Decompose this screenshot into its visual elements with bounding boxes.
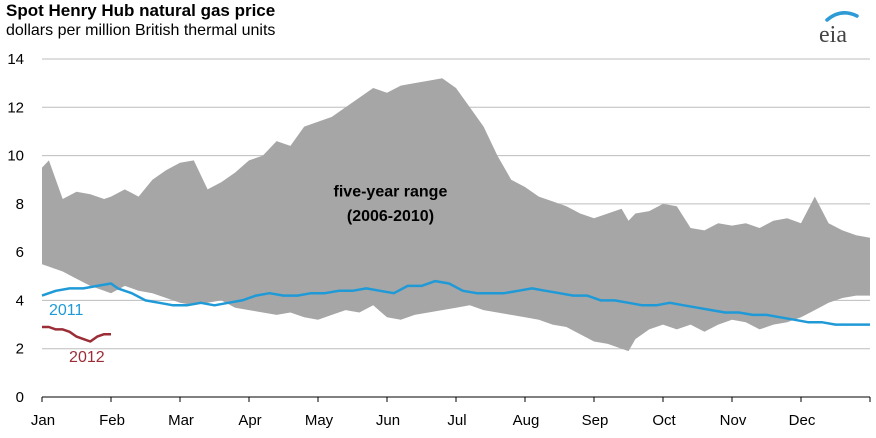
series-label-2011: 2011 [49, 302, 84, 319]
series-line-2012 [42, 325, 111, 343]
y-tick-label-2: 2 [16, 341, 24, 358]
chart-subtitle: dollars per million British thermal unit… [6, 22, 276, 39]
x-tick-label-jul: Jul [447, 412, 466, 429]
logo-text: eia [819, 22, 847, 46]
x-tick-label-oct: Oct [652, 412, 676, 429]
y-tick-label-8: 8 [16, 196, 24, 213]
x-tick-label-mar: Mar [168, 412, 194, 429]
y-tick-label-4: 4 [16, 292, 24, 309]
x-tick-label-feb: Feb [99, 412, 125, 429]
five-year-range-band [42, 78, 870, 352]
chart-title: Spot Henry Hub natural gas price [6, 1, 276, 20]
series-line-2011 [41, 279, 870, 326]
x-tick-label-dec: Dec [789, 412, 816, 429]
range-band-layer [42, 78, 870, 352]
series-label-2012: 2012 [69, 349, 105, 366]
x-tick-label-may: May [305, 412, 334, 429]
y-tick-label-10: 10 [7, 148, 24, 165]
x-tick-label-jun: Jun [376, 412, 400, 429]
chart-labels: five-year range (2006-2010) 2011 2012 [49, 184, 448, 366]
axes: 0 2 4 6 8 10 12 14 Jan Feb Mar Apr May Jun Jul Aug Sep Oc… [7, 51, 871, 429]
y-tick-label-0: 0 [16, 389, 24, 406]
x-tick-label-jan: Jan [31, 412, 55, 429]
band-annotation-line-1: five-year range [334, 184, 448, 201]
series-lines [41, 279, 870, 343]
y-tick-label-6: 6 [16, 244, 24, 261]
x-tick-label-sep: Sep [582, 412, 609, 429]
eia-logo-icon: eia [819, 11, 859, 46]
y-tick-label-14: 14 [7, 51, 24, 68]
logo-arc [825, 11, 859, 22]
x-tick-label-aug: Aug [513, 412, 540, 429]
y-tick-label-12: 12 [7, 99, 24, 116]
x-tick-label-nov: Nov [720, 412, 747, 429]
x-tick-label-apr: Apr [238, 412, 261, 429]
band-annotation-line-2: (2006-2010) [347, 208, 434, 225]
